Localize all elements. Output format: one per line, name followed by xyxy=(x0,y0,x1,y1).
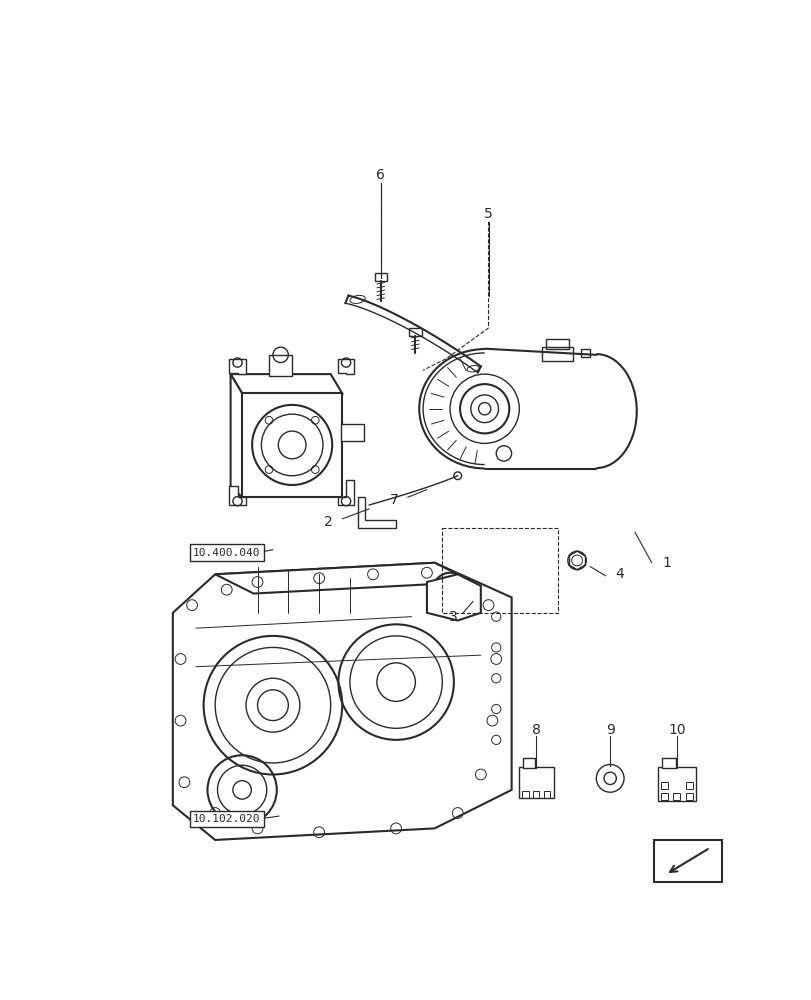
Text: 4: 4 xyxy=(615,567,624,581)
Bar xyxy=(521,791,528,798)
Text: 3: 3 xyxy=(448,610,457,624)
Bar xyxy=(533,791,539,798)
Ellipse shape xyxy=(466,365,478,372)
Bar xyxy=(660,793,667,800)
Polygon shape xyxy=(173,563,511,840)
Bar xyxy=(580,349,590,357)
Bar xyxy=(657,767,696,801)
Text: 9: 9 xyxy=(605,723,614,737)
Bar xyxy=(442,528,557,613)
Bar xyxy=(684,793,692,800)
Bar xyxy=(268,355,292,376)
Polygon shape xyxy=(338,359,354,374)
Polygon shape xyxy=(215,563,473,594)
Bar xyxy=(542,347,573,361)
Text: 10: 10 xyxy=(667,723,685,737)
Bar xyxy=(341,424,363,441)
Bar xyxy=(519,767,553,798)
Bar xyxy=(409,328,421,336)
Polygon shape xyxy=(230,374,341,393)
Polygon shape xyxy=(338,480,354,505)
Text: 10.102.020: 10.102.020 xyxy=(193,814,260,824)
Text: 1: 1 xyxy=(662,556,671,570)
Polygon shape xyxy=(229,359,246,374)
Bar xyxy=(546,339,569,349)
Bar xyxy=(522,758,534,768)
Bar xyxy=(374,273,386,281)
Text: 2: 2 xyxy=(324,515,333,529)
Text: 5: 5 xyxy=(483,207,492,221)
Text: 6: 6 xyxy=(375,168,384,182)
Polygon shape xyxy=(230,374,242,497)
Bar xyxy=(660,782,667,789)
Polygon shape xyxy=(242,393,341,497)
Polygon shape xyxy=(229,486,246,505)
Bar xyxy=(684,782,692,789)
Ellipse shape xyxy=(350,295,365,303)
Bar xyxy=(654,840,721,882)
Polygon shape xyxy=(427,574,480,620)
Bar xyxy=(661,758,675,768)
Text: 8: 8 xyxy=(531,723,540,737)
Text: 10.400.040: 10.400.040 xyxy=(193,548,260,558)
Bar xyxy=(672,793,680,800)
Bar xyxy=(543,791,550,798)
Text: 7: 7 xyxy=(389,493,398,507)
